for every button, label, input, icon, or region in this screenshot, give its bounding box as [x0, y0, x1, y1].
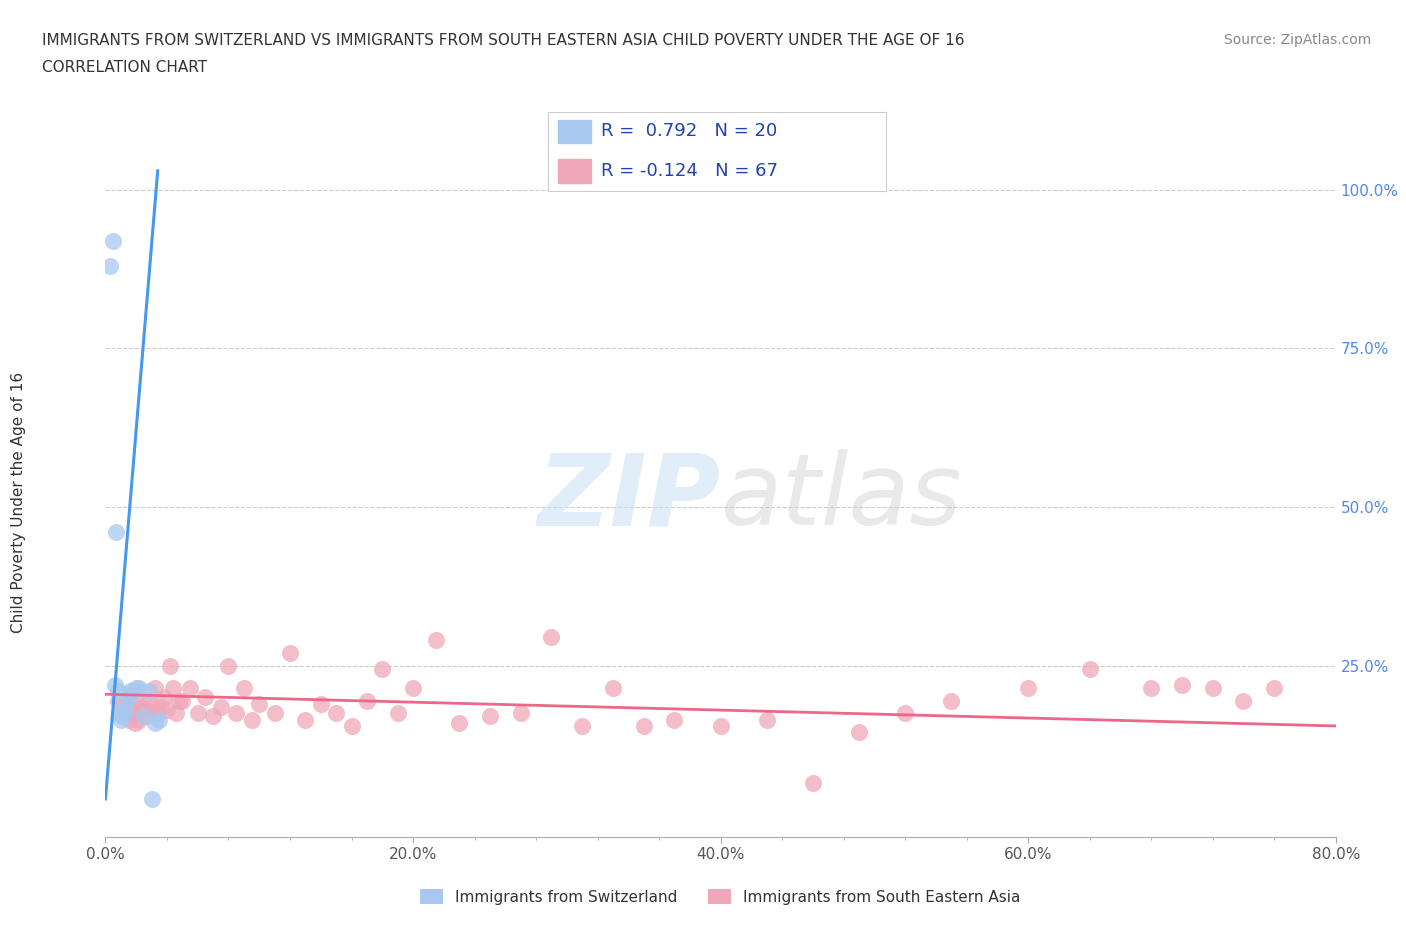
Point — [107, 684, 129, 698]
Point — [1017, 681, 1039, 696]
Point — [194, 690, 217, 705]
Point — [664, 712, 686, 727]
Point — [111, 709, 134, 724]
Point — [153, 690, 176, 705]
Point — [449, 715, 471, 730]
Point — [294, 712, 316, 727]
Point — [110, 712, 132, 727]
Point — [125, 681, 148, 696]
Point — [159, 658, 181, 673]
Point — [146, 706, 169, 721]
Point — [98, 259, 121, 273]
Point — [156, 703, 179, 718]
Text: Source: ZipAtlas.com: Source: ZipAtlas.com — [1223, 33, 1371, 46]
Point — [105, 525, 128, 540]
Point — [128, 712, 150, 727]
Text: Child Poverty Under the Age of 16: Child Poverty Under the Age of 16 — [11, 372, 25, 632]
Point — [755, 712, 778, 727]
Text: R = -0.124   N = 67: R = -0.124 N = 67 — [600, 162, 778, 179]
Point — [309, 697, 332, 711]
Point — [120, 703, 141, 718]
Point — [232, 681, 254, 696]
Point — [129, 699, 152, 714]
Point — [848, 724, 870, 739]
Point — [115, 697, 138, 711]
Point — [509, 706, 531, 721]
Point — [478, 709, 501, 724]
Point — [132, 709, 155, 724]
Point — [1232, 693, 1254, 708]
Point — [141, 699, 163, 714]
Legend: Immigrants from Switzerland, Immigrants from South Eastern Asia: Immigrants from Switzerland, Immigrants … — [415, 883, 1026, 910]
Text: atlas: atlas — [721, 449, 962, 546]
Text: ZIP: ZIP — [537, 449, 721, 546]
Point — [209, 699, 232, 714]
Point — [141, 791, 163, 806]
Point — [149, 699, 172, 714]
Point — [101, 233, 124, 248]
Text: R =  0.792   N = 20: R = 0.792 N = 20 — [600, 123, 778, 140]
Point — [356, 693, 378, 708]
Point — [117, 712, 139, 727]
Point — [143, 681, 166, 696]
Point — [104, 677, 127, 692]
Point — [247, 697, 270, 711]
Point — [340, 719, 363, 734]
Point — [1263, 681, 1285, 696]
Point — [1171, 677, 1194, 692]
Point — [941, 693, 963, 708]
Point — [107, 693, 129, 708]
Point — [278, 645, 301, 660]
Point — [138, 684, 160, 698]
Point — [122, 684, 145, 698]
Point — [1078, 661, 1101, 676]
Point — [165, 706, 187, 721]
Point — [162, 681, 184, 696]
Point — [894, 706, 917, 721]
Point — [425, 633, 447, 648]
Point — [325, 706, 347, 721]
Point — [240, 712, 263, 727]
Point — [120, 684, 141, 698]
Point — [1201, 681, 1223, 696]
Point — [112, 706, 135, 721]
Point — [387, 706, 409, 721]
Point — [148, 712, 170, 727]
Point — [136, 709, 159, 724]
Point — [122, 706, 145, 721]
Point — [117, 690, 139, 705]
Point — [128, 681, 150, 696]
Point — [602, 681, 624, 696]
Text: CORRELATION CHART: CORRELATION CHART — [42, 60, 207, 75]
Point — [114, 699, 136, 714]
Point — [633, 719, 655, 734]
Point — [132, 703, 155, 718]
Point — [202, 709, 225, 724]
Point — [225, 706, 247, 721]
Point — [710, 719, 733, 734]
Point — [1140, 681, 1163, 696]
Point — [169, 693, 191, 708]
Point — [112, 706, 135, 721]
Point — [172, 693, 194, 708]
Point — [263, 706, 285, 721]
Point — [179, 681, 201, 696]
Text: IMMIGRANTS FROM SWITZERLAND VS IMMIGRANTS FROM SOUTH EASTERN ASIA CHILD POVERTY : IMMIGRANTS FROM SWITZERLAND VS IMMIGRANT… — [42, 33, 965, 47]
Point — [125, 693, 148, 708]
Point — [540, 630, 562, 644]
Point — [571, 719, 593, 734]
Point — [124, 715, 146, 730]
Bar — [558, 159, 591, 182]
Bar — [558, 120, 591, 143]
Point — [371, 661, 394, 676]
Point — [218, 658, 240, 673]
Point — [138, 693, 160, 708]
Point — [110, 699, 132, 714]
Point — [187, 706, 209, 721]
Point — [402, 681, 425, 696]
Point — [108, 706, 131, 721]
Point — [801, 776, 824, 790]
Point — [143, 715, 166, 730]
